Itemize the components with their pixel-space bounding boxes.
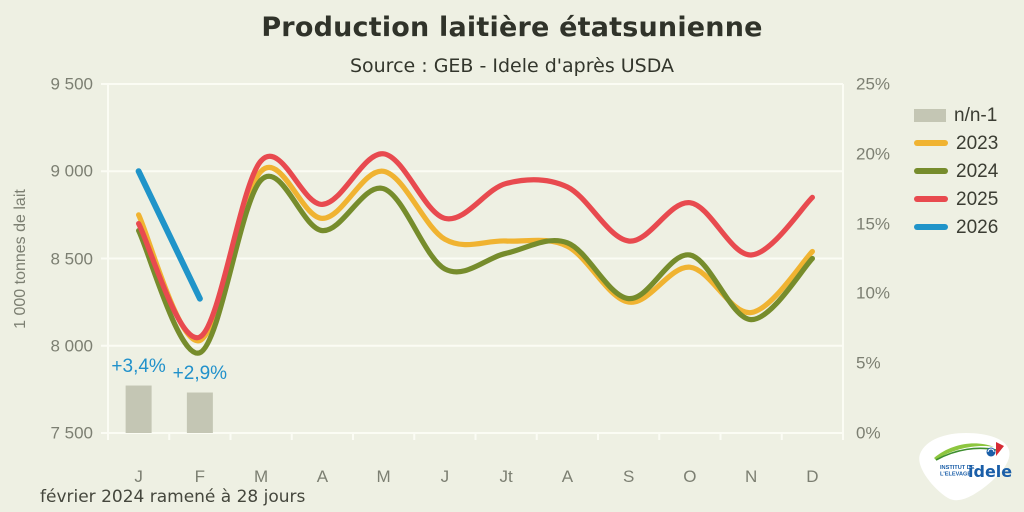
logo-red-mark <box>996 442 1004 456</box>
bar-n/n-1-J <box>125 385 152 433</box>
legend-item-2024: 2024 <box>914 157 998 185</box>
page-title: Production laitière étatsunienne <box>261 12 763 43</box>
bar-percent-label: +2,9% <box>172 362 228 384</box>
legend-label: n/n-1 <box>954 104 998 126</box>
left-axis-tick-label: 9 000 <box>50 161 93 181</box>
legend-label: 2023 <box>956 132 999 154</box>
bar-percent-label: +3,4% <box>111 355 166 377</box>
legend-swatch-icon <box>914 108 946 122</box>
x-axis-month-label: A <box>316 467 329 486</box>
x-axis-month-label: M <box>254 467 269 486</box>
legend-item-n-n-1: n/n-1 <box>914 101 998 129</box>
idele-logo: INSTITUT DE L'ELEVAGE idele <box>919 433 1012 501</box>
x-axis-month-label: D <box>806 467 819 486</box>
x-axis-month-label: F <box>194 467 206 486</box>
left-axis-tick-label: 8 500 <box>50 249 93 268</box>
left-axis-tick-label: 9 500 <box>50 74 93 94</box>
legend-label: 2026 <box>956 216 999 238</box>
right-axis-tick-label: 5% <box>856 353 881 373</box>
legend-swatch-icon <box>914 140 948 146</box>
legend-label: 2025 <box>956 188 999 210</box>
logo-org-line1: INSTITUT DE <box>940 465 975 471</box>
legend-swatch-icon <box>914 224 948 230</box>
x-axis-month-label: M <box>376 467 391 486</box>
logo-blue-mark-swirl <box>987 448 995 453</box>
chart-subtitle: Source : GEB - Idele d'après USDA <box>349 55 675 77</box>
logo-brand: idele <box>968 462 1012 481</box>
x-axis-month-label: O <box>683 467 697 486</box>
left-axis-tick-label: 8 000 <box>50 336 93 356</box>
series-2026-line <box>135 168 203 302</box>
x-axis-month-label: S <box>622 467 635 486</box>
series-2025-line <box>136 151 815 341</box>
legend-item-2025: 2025 <box>914 185 998 213</box>
logo-green-swoosh <box>934 443 994 460</box>
legend-label: 2024 <box>956 160 999 182</box>
right-axis-tick-label: 15% <box>856 214 891 234</box>
bar-n/n-1-F <box>186 392 213 433</box>
left-axis-tick-label: 7 500 <box>50 423 93 443</box>
logo-blob <box>919 433 1010 501</box>
x-axis-month-label: N <box>744 467 758 486</box>
y-axis-title-wrap: 1 000 tonnes de lait <box>12 174 30 344</box>
legend-item-2026: 2026 <box>914 213 998 241</box>
y-axis-title: 1 000 tonnes de lait <box>12 189 29 329</box>
series-2023-line <box>136 165 815 344</box>
series-2024-line <box>136 173 815 356</box>
footer-note: février 2024 ramené à 28 jours <box>40 487 306 507</box>
chart-legend: n/n-1 2023 2024 2025 2026 <box>914 101 998 241</box>
legend-item-2023: 2023 <box>914 129 998 157</box>
legend-swatch-icon <box>914 196 948 202</box>
x-axis-month-label: J <box>134 467 143 486</box>
right-axis-tick-label: 10% <box>856 283 891 303</box>
right-axis-tick-label: 25% <box>856 74 891 94</box>
x-axis-month-label: Jt <box>499 467 513 486</box>
logo-org-line2: L'ELEVAGE <box>940 472 971 478</box>
right-axis-tick-label: 0% <box>856 423 881 443</box>
x-axis-month-label: A <box>561 467 574 486</box>
right-axis-tick-label: 20% <box>856 144 891 164</box>
x-axis-month-label: J <box>440 467 450 486</box>
legend-swatch-icon <box>914 168 948 174</box>
